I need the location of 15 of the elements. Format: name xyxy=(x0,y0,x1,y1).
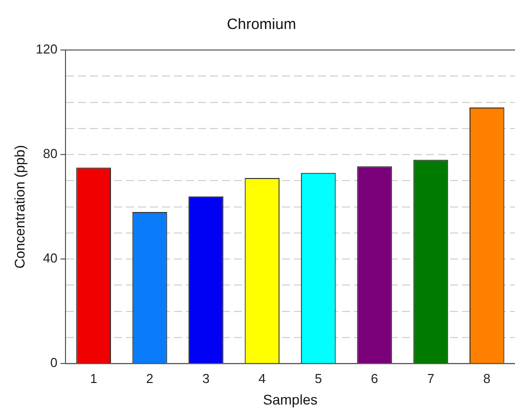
x-tick-label: 2 xyxy=(146,370,154,386)
y-tick-label: 120 xyxy=(36,42,58,57)
x-tick-label: 6 xyxy=(370,370,378,386)
x-tick-label: 3 xyxy=(202,370,210,386)
x-tick-label: 7 xyxy=(427,370,434,386)
x-tick-label: 1 xyxy=(90,370,98,386)
y-tick-label: 40 xyxy=(43,250,58,266)
y-axis-title: Concentration (ppb) xyxy=(11,144,28,269)
y-tick-label: 80 xyxy=(43,146,58,162)
x-tick-label: 5 xyxy=(314,370,322,386)
x-axis-title: Samples xyxy=(263,391,318,408)
x-tick-label: 4 xyxy=(258,370,266,386)
x-tick-label: 8 xyxy=(483,370,491,386)
chart-title: Chromium xyxy=(226,16,296,34)
y-tick-label: 0 xyxy=(50,355,58,370)
